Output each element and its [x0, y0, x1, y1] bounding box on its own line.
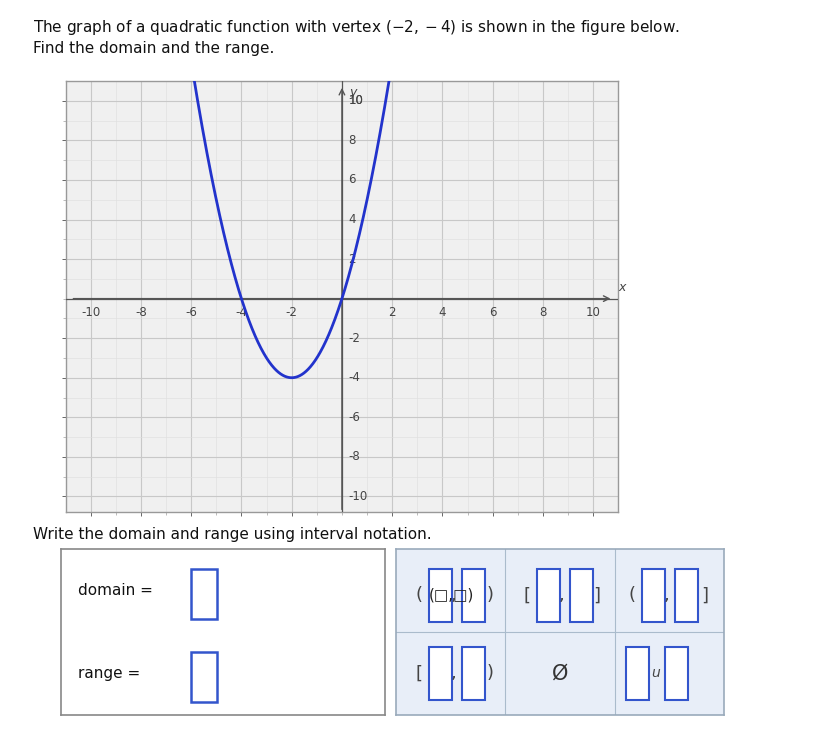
- Text: 10: 10: [586, 306, 600, 318]
- Text: -10: -10: [348, 490, 368, 503]
- FancyBboxPatch shape: [626, 647, 649, 700]
- Text: 6: 6: [489, 306, 496, 318]
- Text: -4: -4: [348, 371, 360, 384]
- Text: domain =: domain =: [78, 583, 157, 598]
- Text: -2: -2: [286, 306, 297, 318]
- FancyBboxPatch shape: [665, 647, 688, 700]
- Text: 10: 10: [348, 94, 363, 108]
- FancyBboxPatch shape: [642, 569, 665, 622]
- FancyBboxPatch shape: [537, 569, 560, 622]
- Text: ,: ,: [450, 665, 457, 682]
- Text: (□,□): (□,□): [428, 588, 474, 603]
- FancyBboxPatch shape: [191, 569, 217, 619]
- Text: 8: 8: [348, 134, 355, 147]
- FancyBboxPatch shape: [429, 647, 452, 700]
- Text: 8: 8: [539, 306, 546, 318]
- FancyBboxPatch shape: [462, 569, 485, 622]
- Text: 2: 2: [348, 253, 355, 265]
- Text: 4: 4: [348, 213, 355, 226]
- Text: -8: -8: [135, 306, 147, 318]
- Text: 6: 6: [348, 173, 355, 186]
- Text: -6: -6: [348, 411, 360, 424]
- Text: 2: 2: [388, 306, 396, 318]
- Text: (: (: [416, 587, 423, 604]
- Text: -10: -10: [81, 306, 100, 318]
- Text: Write the domain and range using interval notation.: Write the domain and range using interva…: [33, 527, 432, 542]
- Text: Find the domain and the range.: Find the domain and the range.: [33, 41, 274, 55]
- Text: 4: 4: [439, 306, 446, 318]
- Text: The graph of a quadratic function with vertex $(-2, -4)$ is shown in the figure : The graph of a quadratic function with v…: [33, 18, 680, 38]
- FancyBboxPatch shape: [570, 569, 593, 622]
- Text: ,: ,: [559, 587, 565, 604]
- Text: ]: ]: [594, 587, 600, 604]
- Text: ,: ,: [450, 587, 457, 604]
- FancyBboxPatch shape: [429, 569, 452, 622]
- Text: -2: -2: [348, 332, 360, 345]
- Text: [: [: [416, 665, 423, 682]
- FancyBboxPatch shape: [675, 569, 698, 622]
- Text: -6: -6: [185, 306, 197, 318]
- Text: -8: -8: [348, 450, 360, 464]
- FancyBboxPatch shape: [191, 652, 217, 702]
- Text: ]: ]: [701, 587, 708, 604]
- Text: $y$: $y$: [350, 87, 360, 101]
- Text: (: (: [629, 587, 636, 604]
- Text: u: u: [651, 666, 659, 680]
- Text: [: [: [524, 587, 531, 604]
- FancyBboxPatch shape: [462, 647, 485, 700]
- Text: ): ): [486, 665, 493, 682]
- Text: 10: 10: [348, 94, 363, 108]
- Text: Ø: Ø: [552, 663, 568, 683]
- Text: -4: -4: [236, 306, 247, 318]
- Text: ,: ,: [663, 587, 670, 604]
- Text: ): ): [486, 587, 493, 604]
- Text: range =: range =: [78, 666, 145, 681]
- Text: $x$: $x$: [618, 281, 628, 293]
